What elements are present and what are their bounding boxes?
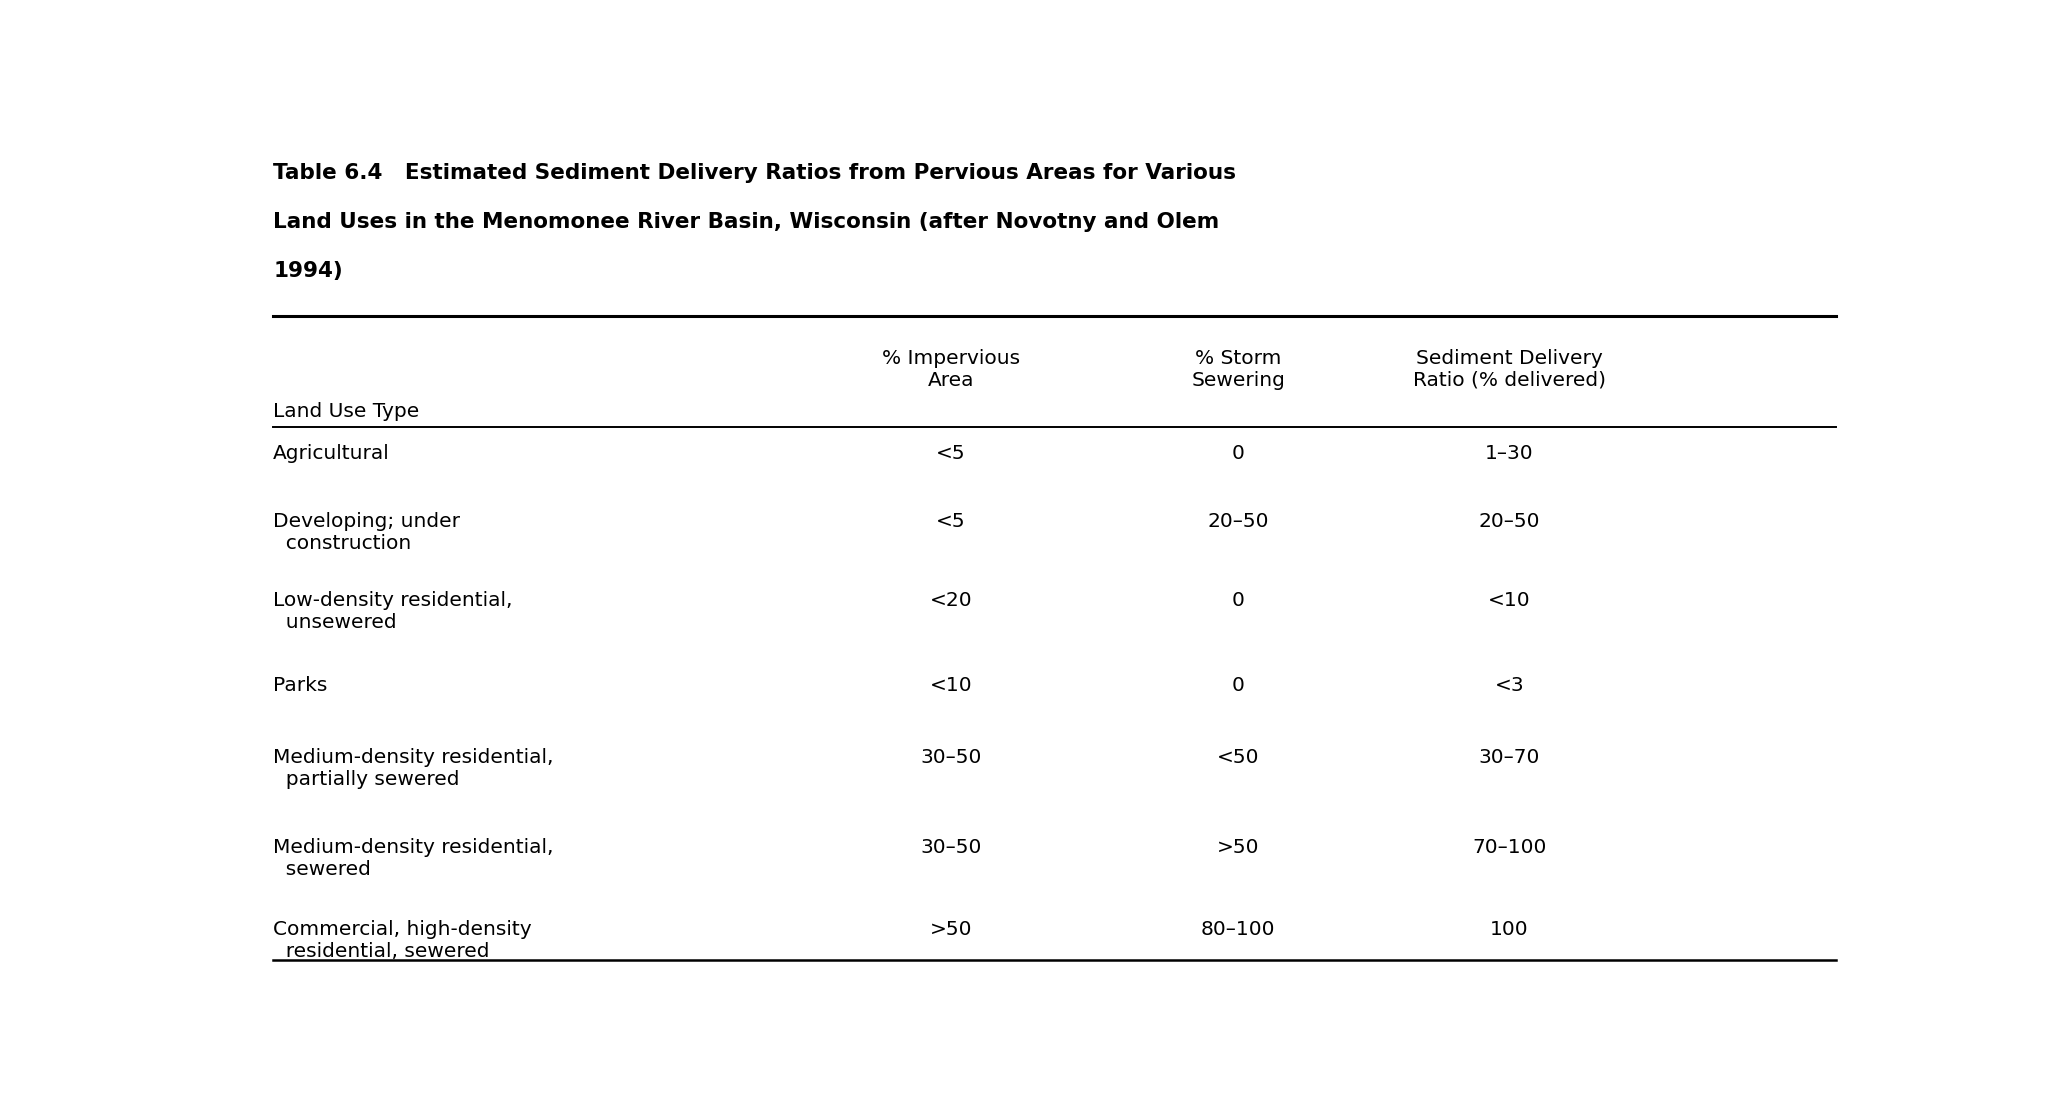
Text: % Storm
Sewering: % Storm Sewering	[1192, 349, 1284, 390]
Text: Low-density residential,
  unsewered: Low-density residential, unsewered	[274, 591, 512, 632]
Text: Commercial, high-density
  residential, sewered: Commercial, high-density residential, se…	[274, 920, 531, 961]
Text: 30–50: 30–50	[920, 748, 982, 766]
Text: >50: >50	[930, 920, 971, 939]
Text: Land Uses in the Menomonee River Basin, Wisconsin (after Novotny and Olem: Land Uses in the Menomonee River Basin, …	[274, 212, 1220, 232]
Text: % Impervious
Area: % Impervious Area	[883, 349, 1021, 390]
Text: 80–100: 80–100	[1202, 920, 1276, 939]
Text: 0: 0	[1231, 591, 1245, 609]
Text: Medium-density residential,
  partially sewered: Medium-density residential, partially se…	[274, 748, 554, 789]
Text: Table 6.4   Estimated Sediment Delivery Ratios from Pervious Areas for Various: Table 6.4 Estimated Sediment Delivery Ra…	[274, 163, 1237, 182]
Text: Medium-density residential,
  sewered: Medium-density residential, sewered	[274, 838, 554, 879]
Text: 30–70: 30–70	[1478, 748, 1539, 766]
Text: <20: <20	[930, 591, 971, 609]
Text: <10: <10	[930, 676, 971, 695]
Text: 1994): 1994)	[274, 261, 344, 281]
Text: <50: <50	[1216, 748, 1259, 766]
Text: <5: <5	[936, 444, 965, 462]
Text: <3: <3	[1494, 676, 1525, 695]
Text: 20–50: 20–50	[1208, 512, 1270, 531]
Text: <10: <10	[1488, 591, 1531, 609]
Text: Developing; under
  construction: Developing; under construction	[274, 512, 461, 553]
Text: 20–50: 20–50	[1478, 512, 1539, 531]
Text: 1–30: 1–30	[1486, 444, 1533, 462]
Text: 70–100: 70–100	[1471, 838, 1546, 857]
Text: 0: 0	[1231, 676, 1245, 695]
Text: 100: 100	[1490, 920, 1529, 939]
Text: Parks: Parks	[274, 676, 327, 695]
Text: <5: <5	[936, 512, 965, 531]
Text: Sediment Delivery
Ratio (% delivered): Sediment Delivery Ratio (% delivered)	[1412, 349, 1605, 390]
Text: Agricultural: Agricultural	[274, 444, 389, 462]
Text: >50: >50	[1216, 838, 1259, 857]
Text: 30–50: 30–50	[920, 838, 982, 857]
Text: Land Use Type: Land Use Type	[274, 401, 420, 420]
Text: 0: 0	[1231, 444, 1245, 462]
